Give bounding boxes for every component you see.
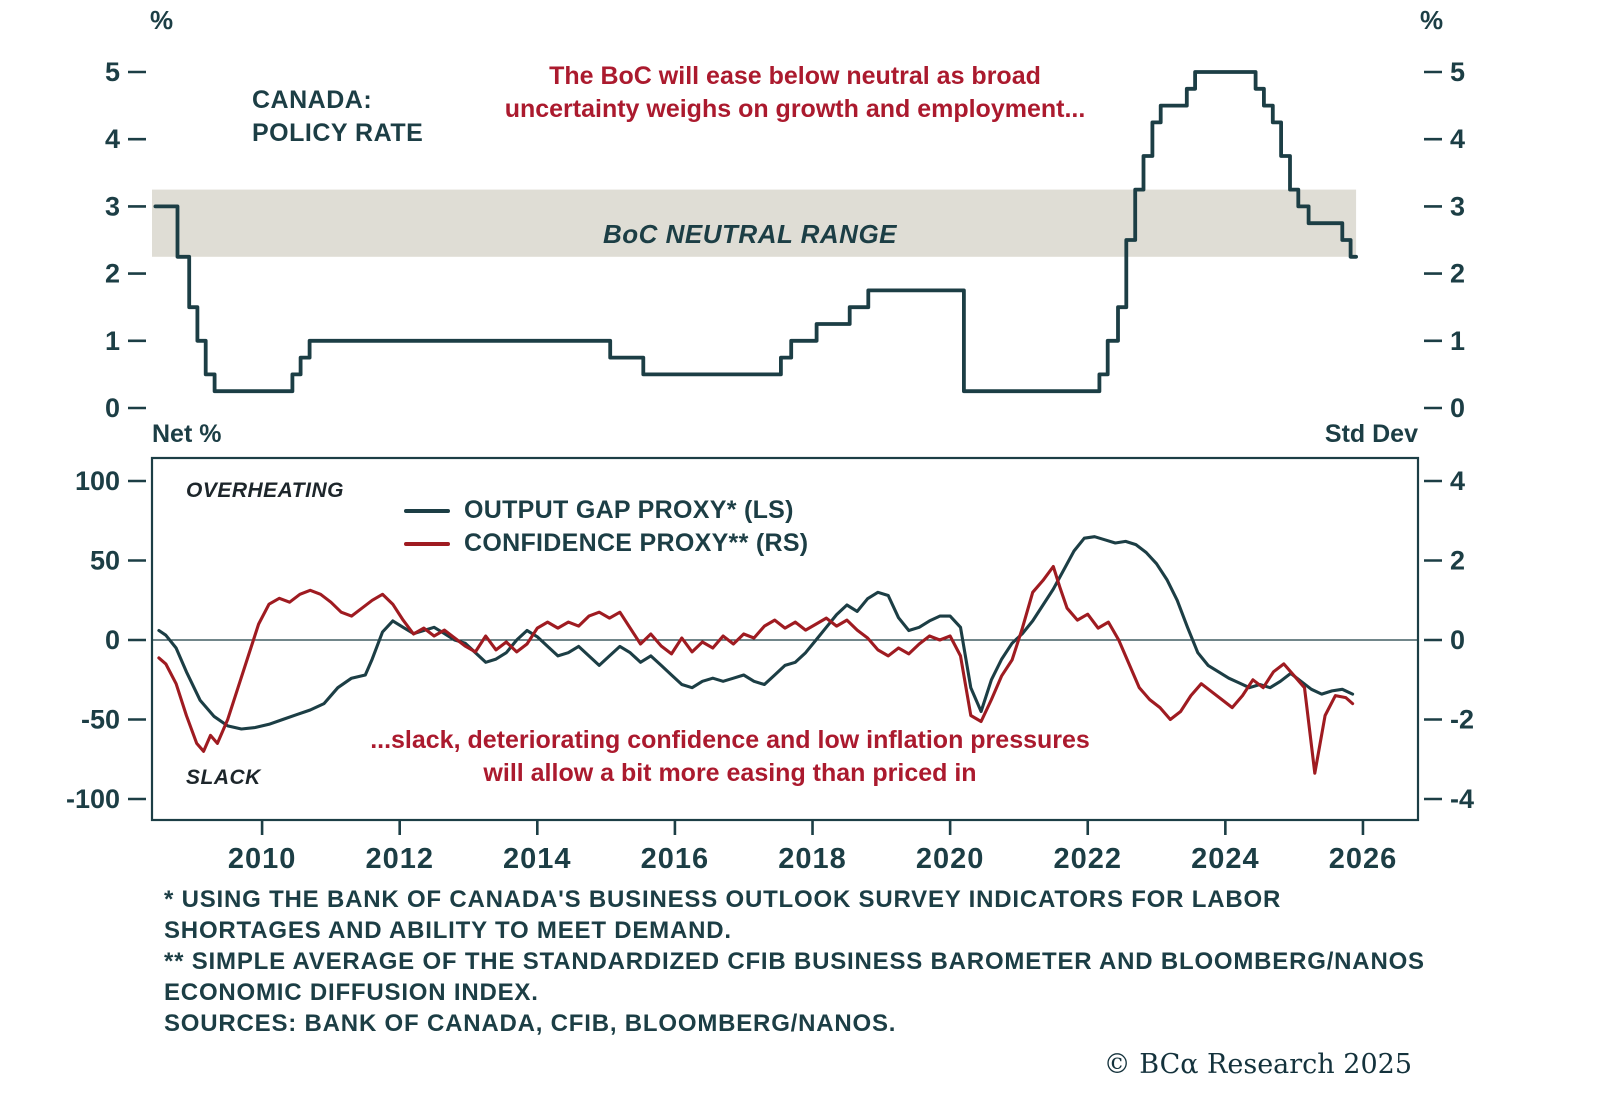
- y-tick-label: -50: [81, 705, 120, 735]
- legend-row-output-gap: OUTPUT GAP PROXY* (LS): [404, 494, 808, 527]
- x-tick-label: 2010: [228, 843, 297, 875]
- y-tick-label: -100: [66, 784, 120, 814]
- y-tick-label: 4: [1450, 124, 1465, 154]
- bottom-annotation: ...slack, deteriorating confidence and l…: [360, 724, 1100, 790]
- y-tick-label: 5: [1450, 57, 1465, 87]
- y-tick-label: 2: [1450, 546, 1465, 576]
- y-tick-label: 0: [105, 625, 120, 655]
- neutral-range-band: [152, 189, 1357, 257]
- output-gap-line: [157, 535, 1355, 731]
- x-tick-label: 2014: [503, 843, 572, 875]
- x-tick-label: 2022: [1053, 843, 1122, 875]
- footnote-line: ECONOMIC DIFFUSION INDEX.: [164, 979, 539, 1006]
- lower-panel-frame: [150, 456, 1420, 822]
- y-tick-label: 100: [75, 466, 120, 496]
- footnotes: * USING THE BANK OF CANADA'S BUSINESS OU…: [164, 884, 1425, 1039]
- overheating-label: OVERHEATING: [186, 479, 344, 502]
- y-tick-label: 50: [90, 546, 120, 576]
- copyright: © BCα Research 2025: [1103, 1049, 1412, 1080]
- top-axis-unit-right: %: [1420, 5, 1444, 35]
- y-tick-label: 4: [105, 124, 120, 154]
- top-axis-unit-left: %: [150, 5, 174, 35]
- footnote-line: SHORTAGES AND ABILITY TO MEET DEMAND.: [164, 917, 732, 944]
- x-tick-label: 2026: [1329, 843, 1398, 875]
- top-annotation: The BoC will ease below neutral as broad…: [430, 60, 1160, 126]
- legend-label-confidence: CONFIDENCE PROXY** (RS): [464, 529, 809, 557]
- neutral-range-label: BoC NEUTRAL RANGE: [603, 219, 898, 249]
- footnote-line: SOURCES: BANK OF CANADA, CFIB, BLOOMBERG…: [164, 1010, 897, 1037]
- legend-swatch: [404, 508, 450, 513]
- y-tick-label: 0: [105, 393, 120, 423]
- lower-axis-unit-left: Net %: [152, 420, 222, 448]
- y-tick-label: 4: [1450, 466, 1465, 496]
- legend-swatch: [404, 541, 450, 546]
- policy-rate-line: [153, 70, 1358, 394]
- y-tick-label: 0: [1450, 625, 1465, 655]
- x-tick-label: 2012: [365, 843, 434, 875]
- footnote-line: ** SIMPLE AVERAGE OF THE STANDARDIZED CF…: [164, 948, 1425, 975]
- y-tick-label: 2: [105, 259, 120, 289]
- chart-title: CANADA: POLICY RATE: [252, 84, 423, 150]
- x-tick-label: 2018: [778, 843, 847, 875]
- y-tick-label: 1: [105, 326, 120, 356]
- y-tick-label: 3: [105, 191, 120, 221]
- y-tick-label: 0: [1450, 393, 1465, 423]
- x-tick-label: 2024: [1191, 843, 1260, 875]
- legend: OUTPUT GAP PROXY* (LS) CONFIDENCE PROXY*…: [404, 494, 808, 560]
- x-tick-label: 2020: [916, 843, 985, 875]
- bottom-annotation-line-2: will allow a bit more easing than priced…: [483, 759, 977, 787]
- y-tick-label: -2: [1450, 705, 1474, 735]
- y-tick-label: 1: [1450, 326, 1465, 356]
- legend-label-output-gap: OUTPUT GAP PROXY* (LS): [464, 496, 794, 524]
- bottom-annotation-line-1: ...slack, deteriorating confidence and l…: [370, 726, 1090, 754]
- chart-title-line-2: POLICY RATE: [252, 119, 424, 147]
- y-tick-label: -4: [1450, 784, 1474, 814]
- y-tick-label: 5: [105, 57, 120, 87]
- lower-axis-unit-right: Std Dev: [1324, 420, 1418, 448]
- legend-row-confidence: CONFIDENCE PROXY** (RS): [404, 527, 808, 560]
- chart-title-line-1: CANADA:: [252, 86, 373, 114]
- confidence-line: [157, 564, 1355, 775]
- y-tick-label: 2: [1450, 259, 1465, 289]
- footnote-line: * USING THE BANK OF CANADA'S BUSINESS OU…: [164, 886, 1282, 913]
- slack-label: SLACK: [186, 766, 261, 789]
- y-tick-label: 3: [1450, 191, 1465, 221]
- x-tick-label: 2016: [641, 843, 710, 875]
- top-annotation-line-2: uncertainty weighs on growth and employm…: [504, 95, 1086, 123]
- top-annotation-line-1: The BoC will ease below neutral as broad: [549, 62, 1041, 90]
